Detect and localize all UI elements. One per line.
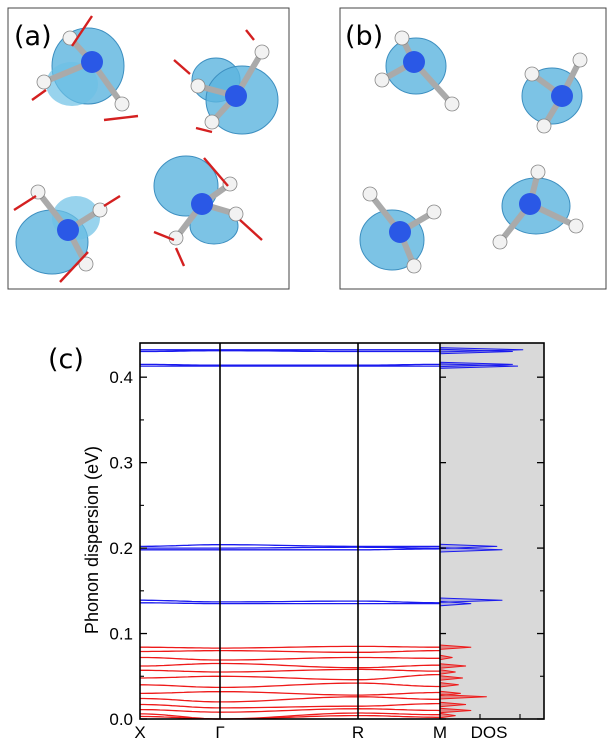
band-high-1 [140, 350, 440, 353]
y-axis-title: Phonon dispersion (eV) [82, 446, 102, 634]
displacement-arrow [103, 194, 121, 208]
hydrogen-atom [444, 96, 460, 112]
x-tick-label-1: Γ [215, 723, 224, 740]
hydrogen-atom [92, 202, 108, 218]
molecule-b4 [492, 164, 584, 250]
y-tick-label-1: 0.1 [109, 625, 133, 644]
panel-a-label: (a) [14, 21, 52, 52]
hydrogen-atom [36, 74, 52, 90]
nitrogen-atom [551, 85, 573, 107]
x-tick-label-2: R [352, 723, 364, 740]
hydrogen-atom [78, 256, 94, 272]
band-low-12 [140, 662, 440, 669]
displacement-arrow [203, 157, 229, 187]
molecule-a2 [173, 29, 279, 135]
hydrogen-atom [406, 258, 422, 274]
displacement-arrow [245, 29, 255, 41]
nitrogen-atom [57, 219, 79, 241]
y-tick-label-0: 0.0 [109, 710, 133, 729]
molecule-b1 [374, 30, 460, 112]
band-lines [139, 349, 441, 720]
hydrogen-atom [254, 44, 270, 60]
molecule-a1 [31, 15, 139, 122]
band-high-5 [140, 546, 440, 549]
hydrogen-atom [568, 218, 584, 234]
band-low-11 [140, 656, 440, 661]
band-high-4 [140, 544, 440, 548]
band-low-21 [139, 714, 440, 720]
nitrogen-atom [519, 193, 541, 215]
displacement-arrow [195, 126, 213, 134]
nitrogen-atom [191, 193, 213, 215]
band-high-8 [140, 602, 440, 605]
band-low-18 [140, 702, 440, 709]
band-low-9 [140, 645, 440, 649]
hydrogen-atom [492, 234, 508, 250]
x-tick-label-3: M [433, 723, 447, 740]
band-low-10 [140, 649, 440, 653]
band-low-15 [140, 682, 440, 689]
nitrogen-atom [225, 85, 247, 107]
hydrogen-atom [530, 164, 546, 180]
y-tick-label-4: 0.4 [109, 368, 133, 387]
hydrogen-atom [362, 186, 378, 202]
hydrogen-atom [374, 72, 390, 88]
displacement-arrow [71, 15, 93, 47]
molecule-a4 [153, 155, 263, 267]
hydrogen-atom [204, 114, 220, 130]
panel-c-label: (c) [48, 344, 84, 375]
band-low-20 [140, 712, 440, 720]
displacement-arrow [239, 219, 263, 241]
hydrogen-atom [190, 78, 206, 94]
hydrogen-atom [114, 96, 130, 112]
axis-ticks [140, 376, 544, 720]
hydrogen-atom [222, 176, 238, 192]
hydrogen-atom [30, 184, 46, 200]
displacement-arrow [103, 114, 139, 122]
displacement-arrow [31, 89, 47, 101]
displacement-arrow [153, 230, 175, 242]
x-tick-label-0: X [134, 723, 145, 740]
panel-b-label: (b) [345, 21, 383, 52]
y-tick-label-3: 0.3 [109, 454, 133, 473]
dos-label: DOS [471, 723, 508, 740]
band-low-16 [140, 691, 440, 696]
plot-frame [139, 342, 545, 720]
band-low-17 [140, 696, 440, 703]
panel-b: (b) [339, 7, 607, 290]
band-low-14 [140, 673, 440, 681]
panel-c: (c) Phonon dispersion (eV) 0.00.10.20.30… [48, 342, 545, 740]
displacement-arrow [173, 59, 191, 75]
molecule-b3 [359, 186, 442, 274]
dos-curves [439, 347, 524, 719]
hydrogen-atom [394, 30, 410, 46]
hydrogen-atom [426, 204, 442, 220]
band-high-6 [140, 548, 441, 551]
displacement-arrow [59, 251, 89, 283]
band-high-7 [140, 599, 440, 604]
band-high-2 [140, 363, 440, 366]
y-tick-label-2: 0.2 [109, 539, 133, 558]
hydrogen-atom [228, 206, 244, 222]
high-symmetry-lines [219, 343, 441, 719]
nitrogen-atom [81, 51, 103, 73]
band-low-19 [140, 708, 441, 713]
hydrogen-atom [536, 118, 552, 134]
nitrogen-atom [403, 51, 425, 73]
hydrogen-atom [572, 52, 588, 68]
dos-background [440, 343, 544, 719]
molecule-b2 [521, 52, 588, 134]
panel-a: (a) [7, 7, 290, 290]
axis-labels: 0.0 0.1 0.2 0.3 0.4 X Γ R M DOS [109, 368, 507, 740]
band-low-13 [140, 668, 440, 673]
nitrogen-atom [389, 221, 411, 243]
displacement-arrow [13, 194, 37, 212]
molecule-a3 [13, 184, 121, 283]
hydrogen-atom [524, 66, 540, 82]
displacement-arrow [174, 247, 186, 267]
